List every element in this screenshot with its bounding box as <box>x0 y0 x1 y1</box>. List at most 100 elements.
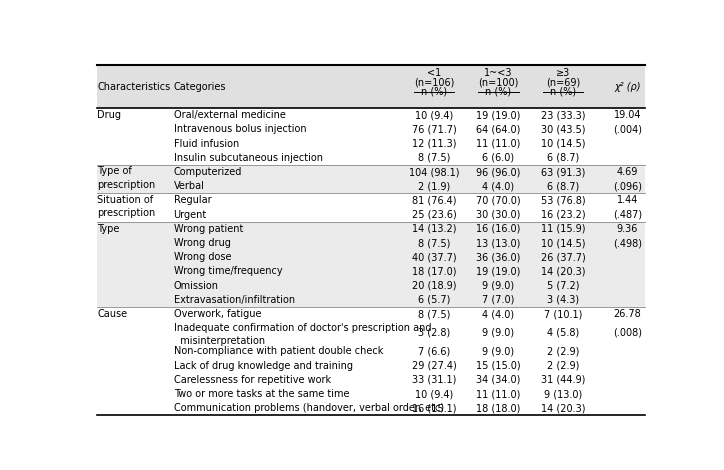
Text: (.487): (.487) <box>613 210 642 219</box>
Text: Characteristics: Characteristics <box>97 82 170 92</box>
Text: Oral/external medicine: Oral/external medicine <box>174 110 285 120</box>
Bar <box>97 401 645 415</box>
Text: 7 (10.1): 7 (10.1) <box>544 309 582 319</box>
Text: 18 (17.0): 18 (17.0) <box>412 266 456 276</box>
Text: 7 (7.0): 7 (7.0) <box>482 295 515 305</box>
Text: 10 (9.4): 10 (9.4) <box>415 110 453 120</box>
Text: 33 (31.1): 33 (31.1) <box>412 375 456 385</box>
Text: 25 (23.6): 25 (23.6) <box>411 210 456 219</box>
Text: 19.04: 19.04 <box>614 110 641 120</box>
Text: 70 (70.0): 70 (70.0) <box>476 196 521 205</box>
Text: 30 (30.0): 30 (30.0) <box>476 210 521 219</box>
Text: 30 (43.5): 30 (43.5) <box>541 125 585 134</box>
Text: 31 (44.9): 31 (44.9) <box>541 375 585 385</box>
Text: (.096): (.096) <box>613 181 642 191</box>
Text: (n=100): (n=100) <box>479 78 518 87</box>
Text: 3 (2.8): 3 (2.8) <box>418 328 450 338</box>
Bar <box>97 193 645 208</box>
Text: Regular: Regular <box>174 196 211 205</box>
Text: 36 (36.0): 36 (36.0) <box>476 252 521 262</box>
Text: 76 (71.7): 76 (71.7) <box>411 125 456 134</box>
Text: Drug: Drug <box>97 110 121 120</box>
Text: 6 (6.0): 6 (6.0) <box>482 153 515 163</box>
Text: 14 (13.2): 14 (13.2) <box>412 224 456 234</box>
Text: 16 (23.2): 16 (23.2) <box>541 210 585 219</box>
Text: 14 (20.3): 14 (20.3) <box>541 266 585 276</box>
Bar <box>97 222 645 236</box>
Text: 15 (15.0): 15 (15.0) <box>476 360 521 371</box>
Text: 11 (11.0): 11 (11.0) <box>476 139 521 149</box>
Text: 8 (7.5): 8 (7.5) <box>418 153 450 163</box>
Text: 4 (5.8): 4 (5.8) <box>547 328 579 338</box>
Text: 20 (18.9): 20 (18.9) <box>412 281 456 291</box>
Text: Wrong drug: Wrong drug <box>174 238 230 248</box>
Text: Urgent: Urgent <box>174 210 207 219</box>
Text: 11 (15.9): 11 (15.9) <box>541 224 585 234</box>
Text: Verbal: Verbal <box>174 181 204 191</box>
Text: (.008): (.008) <box>613 328 642 338</box>
Text: 10 (14.5): 10 (14.5) <box>541 238 585 248</box>
Text: 81 (76.4): 81 (76.4) <box>412 196 456 205</box>
Text: Inadequate confirmation of doctor's prescription and
  misinterpretation: Inadequate confirmation of doctor's pres… <box>174 323 431 346</box>
Text: 5 (7.2): 5 (7.2) <box>547 281 579 291</box>
Text: 9.36: 9.36 <box>617 224 638 234</box>
Text: Fluid infusion: Fluid infusion <box>174 139 239 149</box>
Text: Type of
prescription: Type of prescription <box>97 166 156 189</box>
Text: Type: Type <box>97 224 119 234</box>
Bar <box>97 208 645 222</box>
Text: 6 (8.7): 6 (8.7) <box>547 153 579 163</box>
Bar <box>97 122 645 137</box>
Text: 1~<3: 1~<3 <box>484 68 513 78</box>
Text: 9 (9.0): 9 (9.0) <box>482 281 515 291</box>
Text: Communication problems (handover, verbal order, etc): Communication problems (handover, verbal… <box>174 403 444 413</box>
Text: Intravenous bolus injection: Intravenous bolus injection <box>174 125 306 134</box>
Text: 11 (11.0): 11 (11.0) <box>476 389 521 399</box>
Text: <1: <1 <box>426 68 441 78</box>
Text: 104 (98.1): 104 (98.1) <box>408 167 459 177</box>
Text: 12 (11.3): 12 (11.3) <box>412 139 456 149</box>
Text: Computerized: Computerized <box>174 167 242 177</box>
Text: 4.69: 4.69 <box>617 167 638 177</box>
Text: (.498): (.498) <box>613 238 642 248</box>
Bar <box>97 65 645 108</box>
Text: 8 (7.5): 8 (7.5) <box>418 238 450 248</box>
Bar <box>97 387 645 401</box>
Text: n (%): n (%) <box>421 86 447 96</box>
Text: Wrong time/frequency: Wrong time/frequency <box>174 266 282 276</box>
Text: 3 (4.3): 3 (4.3) <box>547 295 579 305</box>
Text: 96 (96.0): 96 (96.0) <box>476 167 521 177</box>
Bar <box>97 151 645 165</box>
Text: 8 (7.5): 8 (7.5) <box>418 309 450 319</box>
Bar <box>97 179 645 193</box>
Text: Wrong patient: Wrong patient <box>174 224 243 234</box>
Text: Wrong dose: Wrong dose <box>174 252 231 262</box>
Bar <box>97 307 645 321</box>
Text: 63 (91.3): 63 (91.3) <box>541 167 585 177</box>
Text: (n=69): (n=69) <box>546 78 580 87</box>
Text: 16 (15.1): 16 (15.1) <box>412 403 456 413</box>
Text: Carelessness for repetitive work: Carelessness for repetitive work <box>174 375 331 385</box>
Text: Omission: Omission <box>174 281 219 291</box>
Bar <box>97 345 645 359</box>
Bar <box>97 108 645 122</box>
Bar <box>97 373 645 387</box>
Text: 34 (34.0): 34 (34.0) <box>476 375 521 385</box>
Bar <box>97 250 645 265</box>
Text: 40 (37.7): 40 (37.7) <box>411 252 456 262</box>
Bar <box>97 165 645 179</box>
Text: χ² (ρ): χ² (ρ) <box>614 82 641 92</box>
Text: Non-compliance with patient double check: Non-compliance with patient double check <box>174 346 383 356</box>
Text: Lack of drug knowledge and training: Lack of drug knowledge and training <box>174 360 353 371</box>
Bar <box>97 236 645 250</box>
Text: 23 (33.3): 23 (33.3) <box>541 110 585 120</box>
Text: ≥3: ≥3 <box>556 68 570 78</box>
Text: 2 (2.9): 2 (2.9) <box>547 346 579 356</box>
Text: 26 (37.7): 26 (37.7) <box>541 252 585 262</box>
Text: 10 (9.4): 10 (9.4) <box>415 389 453 399</box>
Text: 9 (9.0): 9 (9.0) <box>482 346 515 356</box>
Text: 4 (4.0): 4 (4.0) <box>482 309 515 319</box>
Text: 64 (64.0): 64 (64.0) <box>476 125 521 134</box>
Text: 19 (19.0): 19 (19.0) <box>476 110 521 120</box>
Text: Insulin subcutaneous injection: Insulin subcutaneous injection <box>174 153 323 163</box>
Text: 7 (6.6): 7 (6.6) <box>418 346 450 356</box>
